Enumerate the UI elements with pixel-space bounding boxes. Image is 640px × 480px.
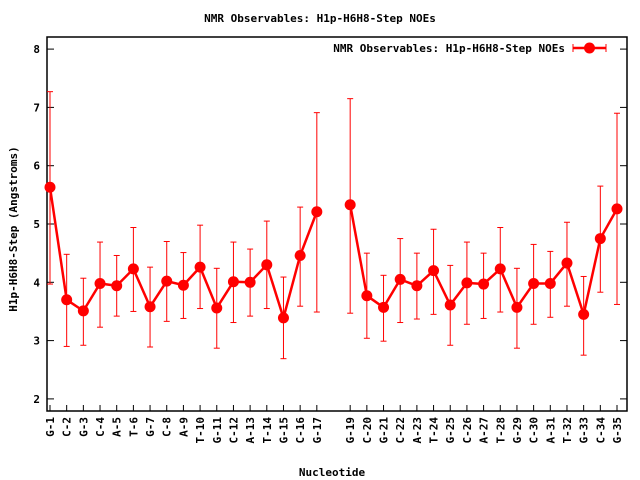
x-tick-label: C-4: [94, 417, 107, 437]
data-point: [528, 277, 540, 289]
x-tick-label: A-31: [544, 417, 557, 444]
legend-label: NMR Observables: H1p-H6H8-Step NOEs: [333, 42, 565, 55]
series-line-segment: [348, 204, 369, 296]
data-point: [461, 277, 473, 289]
data-point: [177, 279, 189, 291]
x-tick-label: C-30: [528, 417, 541, 444]
x-tick-label: A-9: [177, 417, 190, 437]
series-line-segment: [565, 262, 585, 315]
x-tick-label: A-13: [244, 417, 257, 444]
x-tick-label: T-10: [194, 417, 207, 444]
data-point: [144, 301, 156, 313]
data-point: [561, 257, 573, 269]
data-point: [478, 278, 490, 290]
series-line-segment: [198, 266, 218, 309]
chart-title: NMR Observables: H1p-H6H8-Step NOEs: [204, 12, 436, 25]
data-point: [511, 301, 523, 313]
x-tick-label: G-15: [277, 417, 290, 444]
x-tick-label: G-11: [211, 417, 224, 444]
x-axis-label: Nucleotide: [299, 466, 366, 479]
x-tick-label: C-22: [394, 417, 407, 444]
y-tick-label: 8: [33, 43, 40, 56]
data-point: [44, 181, 56, 193]
data-point: [161, 275, 173, 287]
x-tick-label: C-34: [594, 417, 607, 444]
x-tick-label: C-2: [61, 417, 74, 437]
data-point: [411, 280, 423, 292]
y-tick-label: 5: [33, 218, 40, 231]
data-point: [211, 302, 223, 314]
x-tick-label: T-28: [494, 417, 507, 444]
series-line-segment: [48, 187, 68, 300]
x-tick-label: G-25: [444, 417, 457, 444]
data-point: [194, 261, 206, 273]
data-point: [494, 263, 506, 275]
x-tick-label: G-33: [578, 417, 591, 444]
plot-frame: [46, 36, 628, 412]
series-line-segment: [282, 255, 302, 319]
x-tick-label: C-12: [227, 417, 240, 444]
x-tick-label: T-24: [428, 417, 441, 444]
data-point: [378, 301, 390, 313]
x-tick-label: A-27: [478, 417, 491, 444]
series-line-segment: [499, 268, 519, 308]
data-point: [227, 276, 239, 288]
series-line-segment: [132, 268, 152, 308]
x-tick-label: G-35: [611, 417, 624, 444]
legend-marker: [584, 42, 595, 54]
y-axis-label: H1p-H6H8-Step (Angstroms): [7, 146, 20, 312]
x-tick-label: T-14: [261, 417, 274, 444]
series-line-segment: [582, 238, 602, 315]
x-tick-label: G-1: [44, 417, 57, 437]
y-tick-label: 6: [33, 160, 40, 173]
data-point: [277, 312, 289, 324]
data-point: [94, 277, 106, 289]
data-point: [611, 203, 623, 215]
x-tick-label: G-29: [511, 417, 524, 444]
data-point: [444, 299, 456, 311]
data-point: [127, 263, 139, 275]
x-tick-label: C-20: [361, 417, 374, 444]
data-point: [344, 199, 356, 211]
x-tick-label: G-21: [378, 417, 391, 444]
x-tick-label: G-19: [344, 417, 357, 444]
data-point: [594, 233, 606, 245]
series-line-segment: [599, 208, 619, 240]
data-point: [294, 249, 306, 261]
data-point: [111, 280, 123, 292]
y-tick-label: 3: [33, 335, 40, 348]
x-tick-label: A-23: [411, 417, 424, 444]
data-point: [394, 273, 406, 285]
x-tick-label: G-17: [311, 417, 324, 444]
series-line-segment: [265, 264, 285, 319]
x-tick-label: G-7: [144, 417, 157, 437]
data-point: [428, 265, 440, 277]
x-tick-label: C-8: [161, 417, 174, 437]
data-point: [578, 308, 590, 320]
y-tick-label: 7: [33, 101, 40, 114]
y-tick-label: 2: [33, 393, 40, 406]
data-point: [261, 259, 273, 271]
x-tick-label: C-26: [461, 417, 474, 444]
x-tick-label: C-16: [294, 417, 307, 444]
data-point: [61, 294, 73, 306]
x-tick-label: T-32: [561, 417, 574, 444]
x-tick-label: A-5: [111, 417, 124, 437]
x-tick-label: G-3: [77, 417, 90, 437]
x-tick-label: T-6: [127, 417, 140, 437]
y-tick-label: 4: [33, 276, 40, 289]
data-point: [244, 276, 256, 288]
data-point: [311, 206, 323, 218]
data-point: [361, 290, 373, 302]
data-point: [77, 305, 89, 317]
series-line-segment: [432, 270, 452, 306]
series-line-segment: [298, 211, 318, 256]
legend: NMR Observables: H1p-H6H8-Step NOEs: [333, 42, 607, 55]
data-point: [544, 277, 556, 289]
